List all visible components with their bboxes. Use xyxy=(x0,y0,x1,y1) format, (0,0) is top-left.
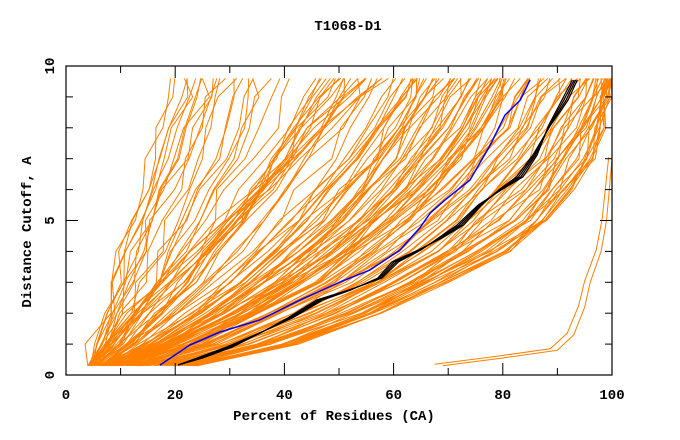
model-curve xyxy=(141,78,551,367)
y-tick-label: 10 xyxy=(43,58,59,75)
model-curve xyxy=(109,78,397,367)
model-curve xyxy=(89,78,342,366)
y-axis-label: Distance Cutoff, A xyxy=(20,156,36,308)
model-curve xyxy=(140,78,506,367)
model-curve xyxy=(88,78,359,367)
blue-curve xyxy=(159,79,531,366)
model-curve xyxy=(122,78,503,367)
model-curve xyxy=(93,78,367,367)
model-curve xyxy=(105,78,373,367)
model-curve xyxy=(107,78,378,367)
model-curve xyxy=(102,78,331,367)
model-curve xyxy=(143,78,542,367)
model-curve xyxy=(94,78,272,367)
highlight-curves xyxy=(159,79,578,366)
x-tick-label: 40 xyxy=(276,388,293,404)
model-curve xyxy=(124,78,482,367)
model-curve xyxy=(89,78,210,367)
model-curve xyxy=(99,78,344,367)
model-curve xyxy=(166,78,587,367)
model-curve xyxy=(100,78,412,367)
model-curve xyxy=(147,78,539,367)
model-curve xyxy=(134,78,545,367)
black-curve xyxy=(177,79,573,366)
x-tick-label: 80 xyxy=(494,388,511,404)
x-tick-label: 100 xyxy=(599,388,624,404)
model-curve xyxy=(101,78,327,367)
model-curve xyxy=(98,78,345,367)
model-curve xyxy=(87,78,214,367)
y-tick-label: 5 xyxy=(43,216,59,224)
model-curve xyxy=(118,78,489,367)
x-tick-label: 60 xyxy=(385,388,402,404)
model-curve xyxy=(88,78,176,366)
model-curve xyxy=(110,78,437,367)
model-curve-outlier xyxy=(434,157,610,365)
model-curve xyxy=(130,78,529,367)
model-curve xyxy=(157,78,591,367)
model-curve-outlier xyxy=(442,158,613,367)
model-curve xyxy=(142,78,507,367)
model-curve xyxy=(105,78,414,367)
model-curve xyxy=(108,78,427,367)
model-curve xyxy=(108,78,413,367)
x-tick-label: 20 xyxy=(167,388,184,404)
model-curves xyxy=(84,77,613,367)
model-curve xyxy=(139,78,549,367)
model-curve xyxy=(196,78,607,367)
model-curve xyxy=(161,78,588,367)
model-curve xyxy=(92,78,197,366)
model-curve xyxy=(91,78,290,366)
model-curve xyxy=(196,78,608,367)
model-curve xyxy=(96,78,235,366)
model-curve xyxy=(90,78,189,366)
model-curve xyxy=(120,78,452,367)
model-curve xyxy=(111,78,418,367)
chart-title: T1068-D1 xyxy=(314,19,381,35)
model-curve xyxy=(121,78,472,367)
axis-ticks: 0 20 40 60 80 100 0 5 10 xyxy=(43,58,625,404)
model-curve xyxy=(87,77,389,366)
model-curve xyxy=(143,78,561,367)
model-curve xyxy=(183,78,603,367)
model-curve xyxy=(191,78,613,367)
model-curve xyxy=(170,78,597,367)
x-axis-label: Percent of Residues (CA) xyxy=(233,409,435,425)
model-curve xyxy=(101,78,415,367)
model-curve xyxy=(189,78,606,367)
model-curve xyxy=(113,78,499,367)
model-curve xyxy=(84,78,171,366)
model-curve xyxy=(131,78,499,367)
x-tick-label: 0 xyxy=(62,388,70,404)
model-curve xyxy=(139,78,567,367)
y-tick-label: 0 xyxy=(43,371,59,379)
model-curve xyxy=(98,78,244,366)
model-curve xyxy=(129,78,471,367)
